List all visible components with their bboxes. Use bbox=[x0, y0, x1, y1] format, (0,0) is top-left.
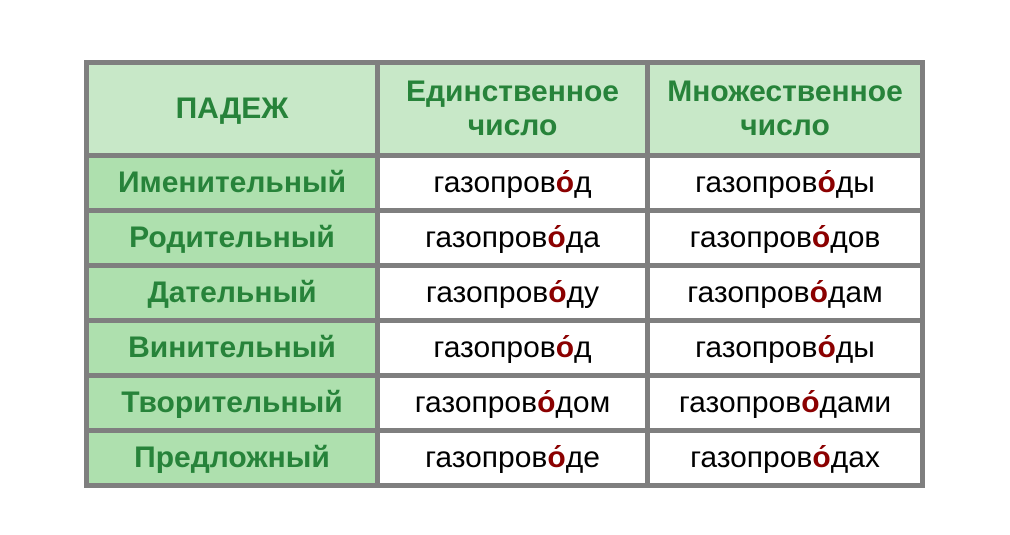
word-suffix: дом bbox=[555, 386, 610, 419]
singular-form: газопрово́д bbox=[379, 322, 646, 374]
word-prefix: газопров bbox=[433, 331, 555, 364]
stressed-vowel: о́ bbox=[817, 166, 835, 199]
plural-form: газопрово́ды bbox=[649, 322, 921, 374]
word-suffix: дам bbox=[828, 276, 883, 309]
plural-form: газопрово́дах bbox=[649, 432, 921, 484]
word-prefix: газопров bbox=[690, 441, 812, 474]
stressed-vowel: о́ bbox=[548, 276, 566, 309]
word-suffix: дов bbox=[830, 221, 880, 254]
word-suffix: ду bbox=[567, 276, 600, 309]
stressed-vowel: о́ bbox=[547, 221, 565, 254]
case-label: Родительный bbox=[88, 212, 376, 264]
plural-form: газопрово́ды bbox=[649, 157, 921, 209]
case-label: Именительный bbox=[88, 157, 376, 209]
word-suffix: ды bbox=[836, 331, 875, 364]
stressed-vowel: о́ bbox=[556, 331, 574, 364]
word-suffix: дах bbox=[831, 441, 880, 474]
stressed-vowel: о́ bbox=[817, 331, 835, 364]
case-label: Предложный bbox=[88, 432, 376, 484]
table-row: Творительныйгазопрово́домгазопрово́дами bbox=[88, 377, 921, 429]
singular-form: газопрово́де bbox=[379, 432, 646, 484]
stressed-vowel: о́ bbox=[801, 386, 819, 419]
word-prefix: газопров bbox=[425, 221, 547, 254]
word-suffix: де bbox=[566, 441, 600, 474]
page-canvas: ПАДЕЖ Единственное число Множественное ч… bbox=[0, 0, 1010, 535]
table-row: Дательныйгазопрово́дугазопрово́дам bbox=[88, 267, 921, 319]
singular-form: газопрово́дом bbox=[379, 377, 646, 429]
word-prefix: газопров bbox=[415, 386, 537, 419]
word-prefix: газопров bbox=[695, 166, 817, 199]
plural-form: газопрово́дов bbox=[649, 212, 921, 264]
stressed-vowel: о́ bbox=[556, 166, 574, 199]
stressed-vowel: о́ bbox=[810, 276, 828, 309]
singular-form: газопрово́ду bbox=[379, 267, 646, 319]
case-label: Творительный bbox=[88, 377, 376, 429]
declension-table: ПАДЕЖ Единственное число Множественное ч… bbox=[84, 60, 925, 488]
word-prefix: газопров bbox=[425, 441, 547, 474]
word-prefix: газопров bbox=[695, 331, 817, 364]
word-suffix: дами bbox=[820, 386, 892, 419]
case-label: Дательный bbox=[88, 267, 376, 319]
stressed-vowel: о́ bbox=[547, 441, 565, 474]
table-row: Родительныйгазопрово́дагазопрово́дов bbox=[88, 212, 921, 264]
singular-form: газопрово́да bbox=[379, 212, 646, 264]
word-prefix: газопров bbox=[679, 386, 801, 419]
table-row: Именительныйгазопрово́дгазопрово́ды bbox=[88, 157, 921, 209]
word-suffix: да bbox=[566, 221, 600, 254]
plural-form: газопрово́дами bbox=[649, 377, 921, 429]
word-prefix: газопров bbox=[690, 221, 812, 254]
stressed-vowel: о́ bbox=[812, 441, 830, 474]
word-suffix: д bbox=[574, 331, 592, 364]
singular-form: газопрово́д bbox=[379, 157, 646, 209]
word-prefix: газопров bbox=[687, 276, 809, 309]
stressed-vowel: о́ bbox=[537, 386, 555, 419]
stressed-vowel: о́ bbox=[812, 221, 830, 254]
word-suffix: д bbox=[574, 166, 592, 199]
word-prefix: газопров bbox=[433, 166, 555, 199]
case-label: Винительный bbox=[88, 322, 376, 374]
header-case: ПАДЕЖ bbox=[88, 64, 376, 154]
word-prefix: газопров bbox=[426, 276, 548, 309]
word-suffix: ды bbox=[836, 166, 875, 199]
header-singular: Единственное число bbox=[379, 64, 646, 154]
table-header-row: ПАДЕЖ Единственное число Множественное ч… bbox=[88, 64, 921, 154]
plural-form: газопрово́дам bbox=[649, 267, 921, 319]
table-row: Винительныйгазопрово́дгазопрово́ды bbox=[88, 322, 921, 374]
header-plural: Множественное число bbox=[649, 64, 921, 154]
table-row: Предложныйгазопрово́дегазопрово́дах bbox=[88, 432, 921, 484]
table-body: Именительныйгазопрово́дгазопрово́дыРодит… bbox=[88, 157, 921, 484]
